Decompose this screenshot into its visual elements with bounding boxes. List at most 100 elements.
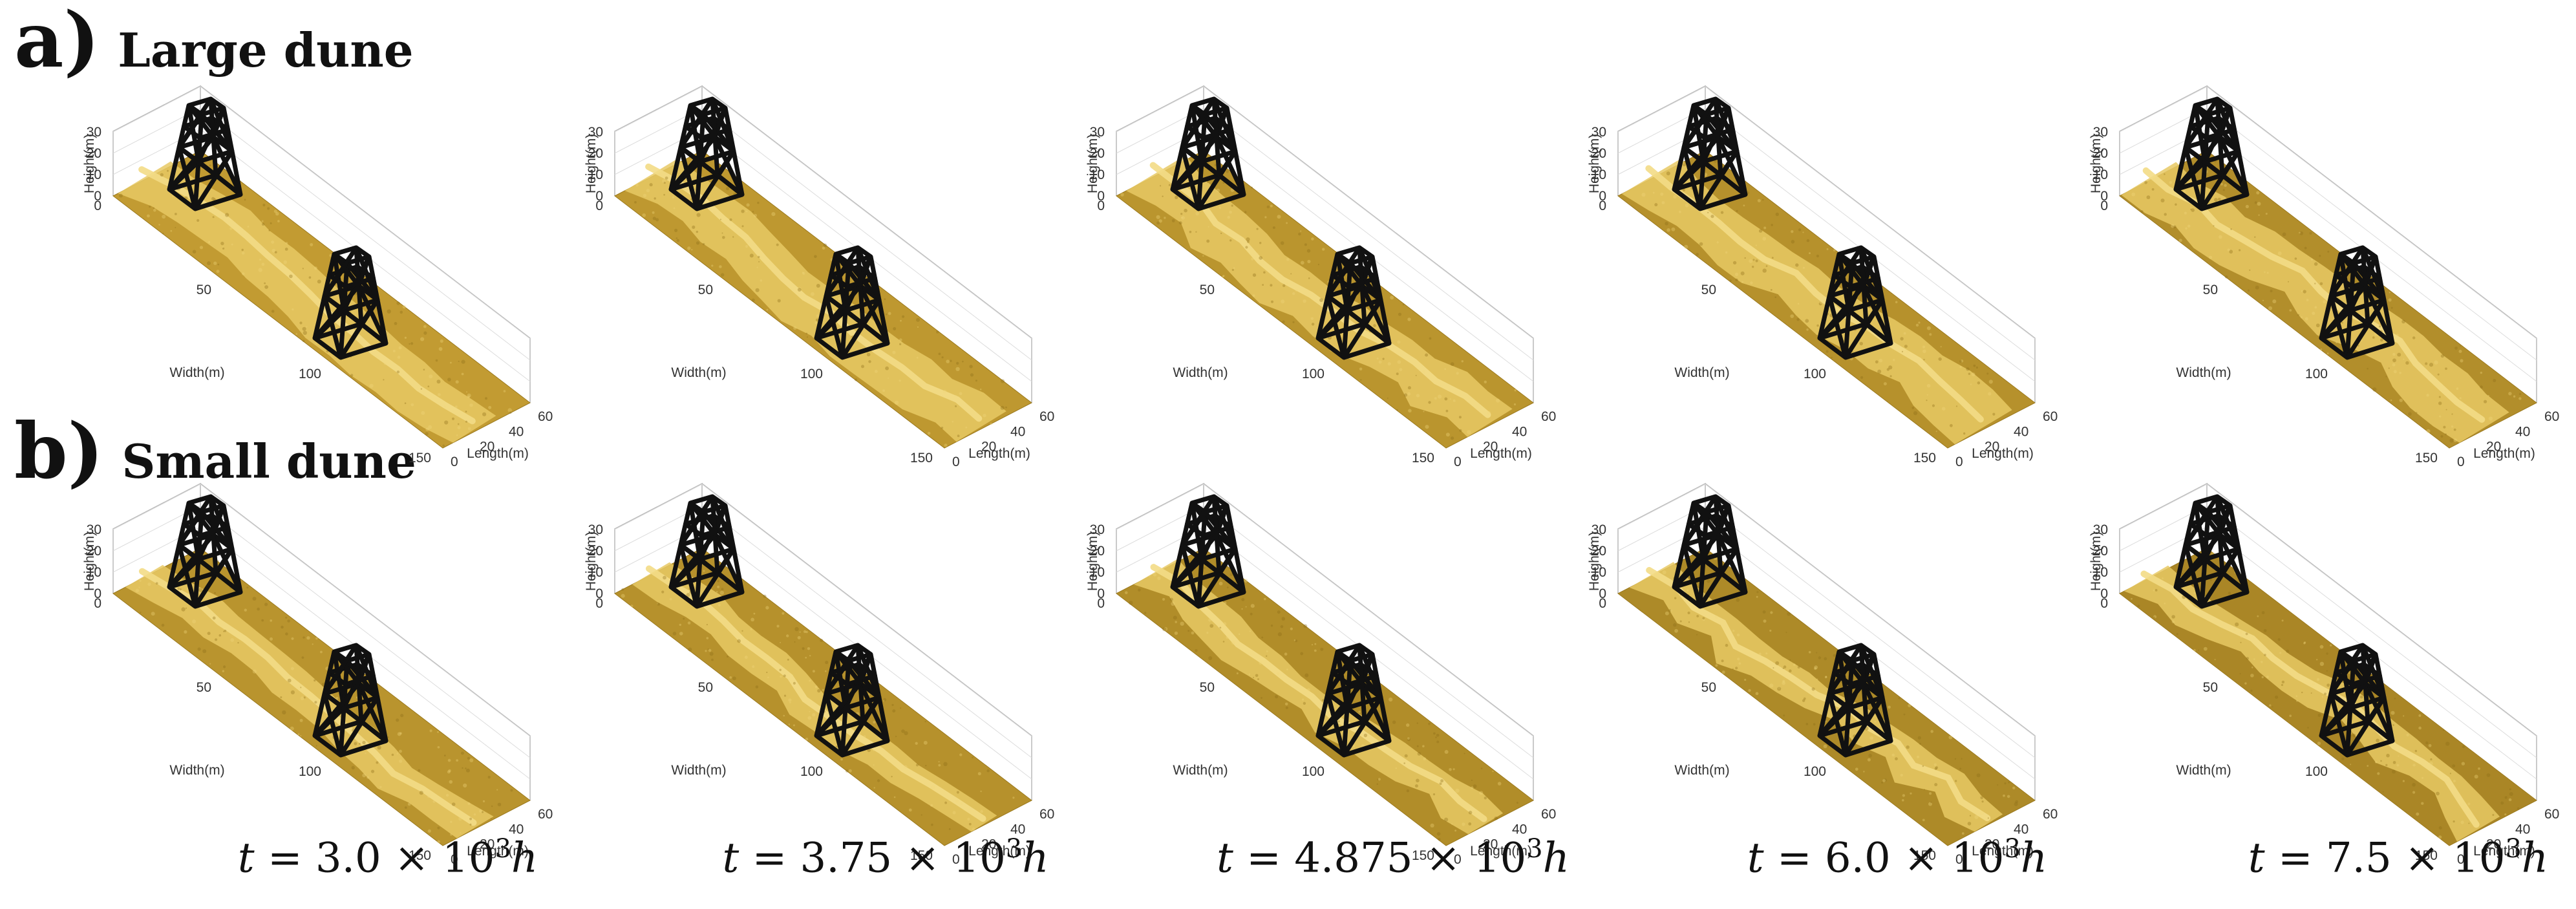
z-tick-label: 10 bbox=[2093, 565, 2108, 580]
time-equals: = bbox=[1763, 834, 1825, 882]
y-tick-label: 50 bbox=[698, 283, 713, 297]
time-unit: h bbox=[1542, 834, 1570, 882]
tower-near-top bbox=[1170, 494, 1246, 609]
tower-near-bottom bbox=[1817, 643, 1893, 758]
time-exponent: 3 bbox=[1526, 834, 1543, 864]
time-label: t = 7.5 × 103h bbox=[2248, 834, 2548, 882]
time-exponent: 3 bbox=[1005, 834, 1023, 864]
x-tick-label: 20 bbox=[1985, 440, 1999, 454]
z-tick-label: 0 bbox=[1097, 586, 1105, 601]
z-tick-label: 30 bbox=[1591, 125, 1606, 140]
y-tick-label: 0 bbox=[1097, 198, 1105, 213]
z-tick-label: 30 bbox=[1090, 522, 1105, 537]
x-tick-label: 0 bbox=[952, 454, 960, 469]
z-tick-label: 20 bbox=[588, 544, 603, 559]
x-tick-label: 60 bbox=[2544, 807, 2559, 822]
z-axis-label: Height(m) bbox=[1587, 134, 1602, 193]
y-tick-label: 100 bbox=[1302, 764, 1325, 779]
z-axis-label: Height(m) bbox=[1085, 134, 1100, 193]
x-tick-label: 20 bbox=[981, 440, 996, 454]
y-tick-label: 0 bbox=[1599, 596, 1606, 611]
x-tick-label: 60 bbox=[538, 409, 553, 424]
time-label: t = 3.75 × 103h bbox=[723, 834, 1049, 882]
z-tick-label: 0 bbox=[1599, 586, 1606, 601]
z-tick-label: 30 bbox=[588, 125, 603, 140]
x-tick-label: 60 bbox=[1541, 807, 1556, 822]
x-tick-label: 0 bbox=[2457, 852, 2465, 867]
time-label: t = 6.0 × 103h bbox=[1747, 834, 2047, 882]
z-axis-label: Height(m) bbox=[82, 134, 97, 193]
x-tick-label: 40 bbox=[509, 822, 524, 837]
y-tick-label: 50 bbox=[1701, 283, 1716, 297]
time-label: t = 3.0 × 103h bbox=[238, 834, 538, 882]
y-tick-label: 0 bbox=[2100, 596, 2108, 611]
time-times: × bbox=[892, 834, 953, 882]
y-tick-label: 150 bbox=[409, 451, 431, 465]
z-tick-label: 0 bbox=[94, 586, 101, 601]
tower-near-top bbox=[668, 96, 745, 211]
z-tick-label: 30 bbox=[87, 125, 101, 140]
x-tick-label: 0 bbox=[1955, 454, 1963, 469]
x-tick-label: 0 bbox=[952, 852, 960, 867]
x-tick-label: 0 bbox=[1955, 852, 1963, 867]
dune-panel: Height(m)0102030050100150Width(m)0204060… bbox=[584, 85, 1054, 469]
dune-panel: Height(m)0102030050100150Width(m)0204060… bbox=[1085, 482, 1556, 867]
x-tick-label: 20 bbox=[1483, 837, 1498, 852]
time-base: 10 bbox=[1952, 834, 2005, 882]
tower-near-top bbox=[1672, 96, 1748, 211]
time-unit: h bbox=[2521, 834, 2549, 882]
z-tick-label: 0 bbox=[1097, 189, 1105, 204]
y-tick-label: 100 bbox=[1302, 367, 1325, 381]
z-tick-label: 10 bbox=[1591, 565, 1606, 580]
row-b-letter: b) bbox=[14, 406, 104, 496]
time-equals: = bbox=[254, 834, 315, 882]
x-tick-label: 60 bbox=[2043, 409, 2058, 424]
y-tick-label: 0 bbox=[2100, 198, 2108, 213]
x-axis-label: Length(m) bbox=[2473, 844, 2535, 859]
x-tick-label: 40 bbox=[2515, 424, 2530, 439]
z-tick-label: 10 bbox=[588, 167, 603, 182]
tower-near-bottom bbox=[312, 643, 389, 758]
x-tick-label: 0 bbox=[451, 852, 458, 867]
time-exponent: 3 bbox=[2505, 834, 2522, 864]
x-tick-label: 20 bbox=[981, 837, 996, 852]
tower-near-bottom bbox=[814, 643, 890, 758]
y-axis-label: Width(m) bbox=[671, 763, 726, 778]
x-tick-label: 40 bbox=[1010, 822, 1025, 837]
z-axis-label: Height(m) bbox=[1587, 531, 1602, 591]
z-tick-label: 10 bbox=[2093, 167, 2108, 182]
z-tick-label: 20 bbox=[87, 146, 101, 161]
y-axis-label: Width(m) bbox=[671, 365, 726, 380]
z-tick-label: 30 bbox=[87, 522, 101, 537]
z-tick-label: 30 bbox=[1591, 522, 1606, 537]
x-axis-label: Length(m) bbox=[1470, 844, 1532, 859]
y-tick-label: 150 bbox=[1913, 451, 1936, 465]
x-tick-label: 60 bbox=[2043, 807, 2058, 822]
z-tick-label: 0 bbox=[1599, 189, 1606, 204]
z-axis-label: Height(m) bbox=[2089, 134, 2103, 193]
tower-near-bottom bbox=[1817, 245, 1893, 360]
y-tick-label: 100 bbox=[1804, 764, 1826, 779]
row-b-heading: b) Small dune bbox=[14, 406, 416, 496]
time-times: × bbox=[2391, 834, 2453, 882]
time-base: 10 bbox=[2453, 834, 2506, 882]
y-tick-label: 50 bbox=[2203, 680, 2218, 695]
z-tick-label: 0 bbox=[2100, 586, 2108, 601]
x-tick-label: 60 bbox=[538, 807, 553, 822]
time-times: × bbox=[381, 834, 443, 882]
row-a-title: Large dune bbox=[118, 23, 414, 78]
time-base: 10 bbox=[953, 834, 1006, 882]
z-tick-label: 10 bbox=[1090, 167, 1105, 182]
z-tick-label: 10 bbox=[87, 167, 101, 182]
z-tick-label: 20 bbox=[1591, 544, 1606, 559]
time-equals: = bbox=[1233, 834, 1295, 882]
x-tick-label: 40 bbox=[2515, 822, 2530, 837]
tower-near-top bbox=[1170, 96, 1246, 211]
x-tick-label: 0 bbox=[1454, 852, 1462, 867]
z-tick-label: 0 bbox=[595, 586, 603, 601]
dune-panel: Height(m)0102030050100150Width(m)0204060… bbox=[82, 482, 553, 867]
x-axis-label: Length(m) bbox=[968, 844, 1030, 859]
time-value: 7.5 bbox=[2325, 834, 2392, 882]
time-symbol: t bbox=[2248, 834, 2265, 882]
